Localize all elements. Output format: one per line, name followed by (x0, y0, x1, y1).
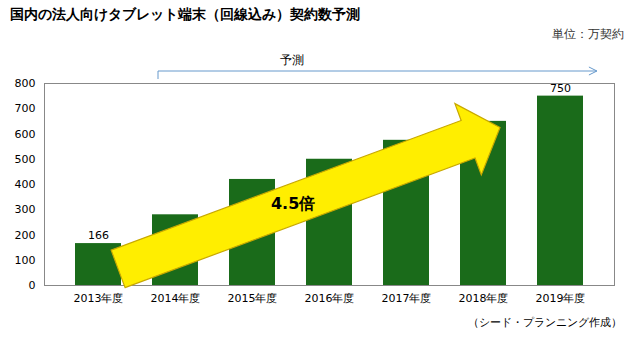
svg-text:2019年度: 2019年度 (536, 292, 586, 305)
svg-text:2018年度: 2018年度 (459, 292, 509, 305)
html-text:国内の法人向けタブレット端末（回線込み）契約数予測: 国内の法人向けタブレット端末（回線込み）契約数予測 (10, 6, 360, 22)
svg-text:予測: 予測 (280, 53, 304, 67)
svg-text:300: 300 (15, 203, 36, 216)
svg-text:2013年度: 2013年度 (74, 292, 124, 305)
svg-text:2015年度: 2015年度 (228, 292, 278, 305)
svg-text:700: 700 (15, 102, 36, 115)
svg-text:600: 600 (15, 128, 36, 141)
svg-text:200: 200 (15, 229, 36, 242)
svg-text:0: 0 (29, 279, 36, 292)
svg-text:400: 400 (15, 178, 36, 191)
svg-text:166: 166 (88, 229, 109, 242)
svg-text:2016年度: 2016年度 (305, 292, 355, 305)
html-text:（シード・プランニング作成）: （シード・プランニング作成） (468, 316, 622, 329)
svg-text:750: 750 (550, 81, 571, 95)
svg-text:2014年度: 2014年度 (151, 292, 201, 305)
svg-text:2017年度: 2017年度 (382, 292, 432, 305)
svg-text:4.5倍: 4.5倍 (271, 194, 315, 213)
svg-text:800: 800 (15, 77, 36, 90)
html-text:単位：万契約: 単位：万契約 (552, 27, 624, 41)
svg-text:100: 100 (15, 254, 36, 267)
svg-text:500: 500 (15, 153, 36, 166)
